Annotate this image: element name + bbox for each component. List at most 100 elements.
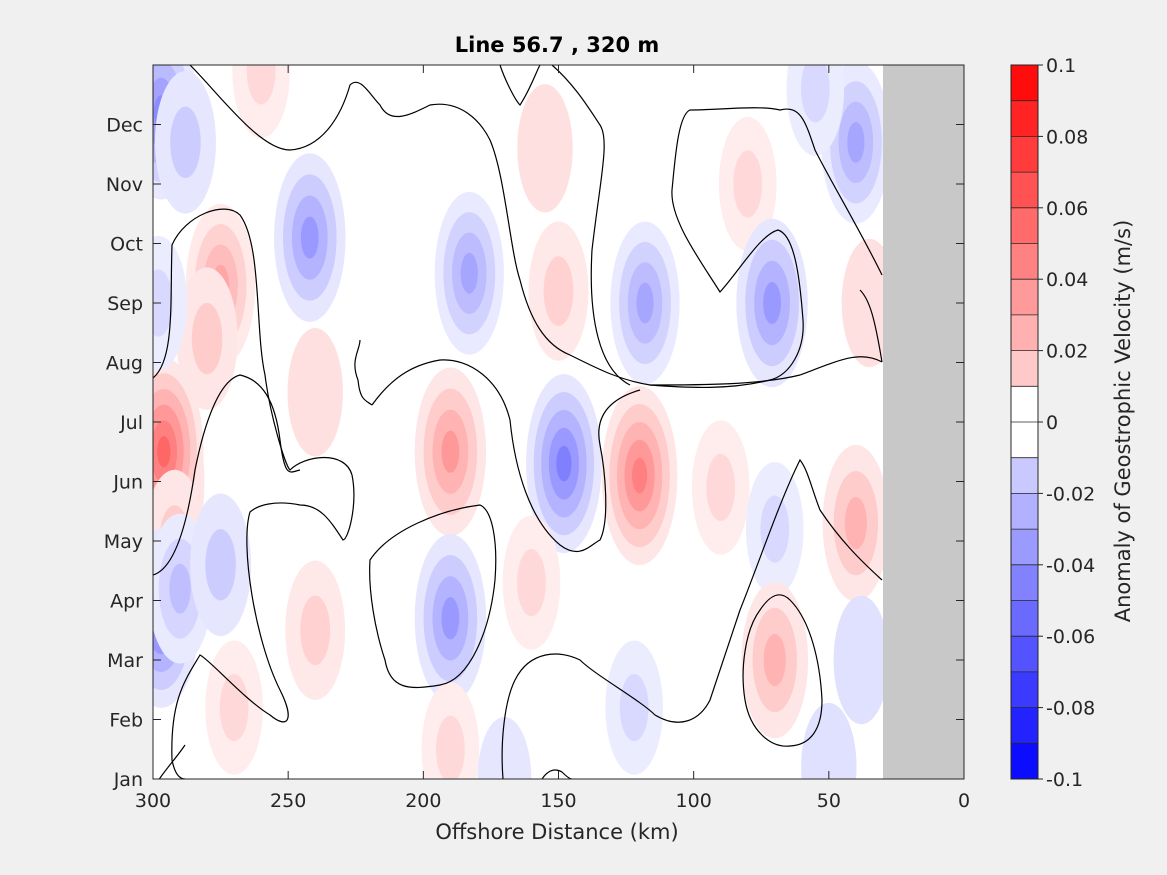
anomaly-blob xyxy=(154,71,216,214)
zero-contour xyxy=(859,289,883,363)
anomaly-level xyxy=(246,65,276,105)
anomaly-blob xyxy=(285,560,346,700)
no-data-region xyxy=(883,65,964,779)
colorbar-level xyxy=(1011,386,1038,423)
anomaly-level xyxy=(706,453,736,522)
colorbar: 0.1 0.08 0.06 0.04 0.02 0 -0.02 -0.04 -0.06 -0.08… xyxy=(1010,55,1095,791)
zero-contour xyxy=(153,208,355,779)
colorbar-level xyxy=(1011,100,1038,137)
colorbar-level xyxy=(1011,243,1038,280)
anomaly-blob xyxy=(822,444,890,602)
colorbar-level xyxy=(1011,207,1038,244)
colorbar-tick-label: -0.06 xyxy=(1046,626,1095,648)
colorbar-tick-label: 0.08 xyxy=(1046,126,1088,148)
zero-contour xyxy=(499,65,541,106)
anomaly-level xyxy=(833,595,889,725)
anomaly-level xyxy=(543,256,574,326)
anomaly-level xyxy=(169,563,191,614)
y-tick-label: Mar xyxy=(107,650,143,672)
anomaly-level xyxy=(219,674,249,742)
anomaly-blob xyxy=(421,682,480,779)
chart-title: Line 56.7 , 320 m xyxy=(455,33,660,57)
anomaly-blob xyxy=(526,374,602,554)
zero-contour xyxy=(369,504,497,689)
colorbar-tick-label: -0.1 xyxy=(1046,769,1083,791)
y-tick-label: Sep xyxy=(107,293,143,315)
colorbar-tick-label: -0.08 xyxy=(1046,698,1095,720)
zero-contour xyxy=(153,374,301,576)
anomaly-level xyxy=(205,529,236,601)
anomaly-level xyxy=(441,430,460,473)
anomaly-level xyxy=(632,457,648,494)
y-axis: Jan Feb Mar Apr May Jun Jul Aug Sep Oct Nov Dec xyxy=(104,115,964,791)
anomaly-level xyxy=(477,716,532,779)
zero-contour xyxy=(158,744,186,779)
anomaly-level xyxy=(619,674,649,742)
zero-contour xyxy=(541,769,573,779)
colorbar-level xyxy=(1011,422,1038,459)
colorbar-level xyxy=(1011,636,1038,673)
anomaly-blob xyxy=(414,367,487,537)
zero-contour xyxy=(371,359,641,552)
anomaly-blob xyxy=(821,65,891,224)
colorbar-tick-label: 0.1 xyxy=(1046,55,1076,77)
anomaly-blob xyxy=(833,595,889,725)
anomaly-blob xyxy=(745,461,804,597)
colorbar-level xyxy=(1011,529,1038,566)
anomaly-level xyxy=(153,269,173,337)
zero-contour xyxy=(649,107,883,389)
anomaly-blob xyxy=(176,267,238,411)
colorbar-level xyxy=(1011,314,1038,352)
anomaly-blob xyxy=(274,153,346,322)
colorbar-tick-label: -0.02 xyxy=(1046,483,1095,505)
anomaly-level xyxy=(636,282,654,324)
anomaly-blob xyxy=(517,84,573,213)
anomaly-blob xyxy=(786,65,845,156)
colorbar-level xyxy=(1011,457,1038,494)
anomaly-blob xyxy=(414,534,487,703)
y-tick-label: Nov xyxy=(106,174,143,196)
y-tick-label: Aug xyxy=(106,353,143,375)
colorbar-level xyxy=(1011,65,1038,102)
anomaly-blob xyxy=(801,702,857,779)
anomaly-level xyxy=(460,252,478,294)
anomaly-blob xyxy=(605,640,663,775)
anomaly-blob xyxy=(736,218,808,388)
anomaly-level xyxy=(517,549,546,617)
colorbar-tick-label: 0 xyxy=(1046,412,1058,434)
anomaly-level xyxy=(763,281,781,325)
y-tick-label: Oct xyxy=(110,234,143,256)
anomaly-level xyxy=(517,84,573,213)
x-axis-label: Offshore Distance (km) xyxy=(435,820,678,844)
anomaly-level xyxy=(760,495,790,563)
x-tick-label: 150 xyxy=(540,790,576,812)
anomaly-blob xyxy=(434,191,504,355)
colorbar-tick-label: 0.02 xyxy=(1046,341,1088,363)
colorbar-tick-label: 0.06 xyxy=(1046,198,1088,220)
anomaly-field xyxy=(153,65,898,779)
zero-contours xyxy=(153,65,883,779)
colorbar-level xyxy=(1011,172,1038,209)
colorbar-tick-label: 0.04 xyxy=(1046,269,1088,291)
anomaly-blob xyxy=(691,420,750,555)
anomaly-level xyxy=(170,106,201,179)
x-tick-label: 50 xyxy=(817,790,841,812)
anomaly-level xyxy=(441,597,460,640)
anomaly-blob xyxy=(287,328,343,457)
colorbar-level xyxy=(1011,350,1038,387)
anomaly-blob xyxy=(528,221,589,361)
anomaly-blob xyxy=(153,235,188,371)
anomaly-blob xyxy=(718,116,777,252)
anomaly-blob xyxy=(477,716,532,779)
colorbar-level xyxy=(1011,671,1038,709)
anomaly-level xyxy=(300,216,319,259)
anomaly-level xyxy=(763,633,786,687)
x-tick-label: 0 xyxy=(958,790,970,812)
zero-contour xyxy=(551,65,631,386)
colorbar-level xyxy=(1011,600,1038,637)
x-tick-label: 250 xyxy=(270,790,306,812)
anomaly-level xyxy=(191,303,223,375)
y-tick-label: Apr xyxy=(110,591,143,613)
colorbar-level xyxy=(1011,707,1038,744)
